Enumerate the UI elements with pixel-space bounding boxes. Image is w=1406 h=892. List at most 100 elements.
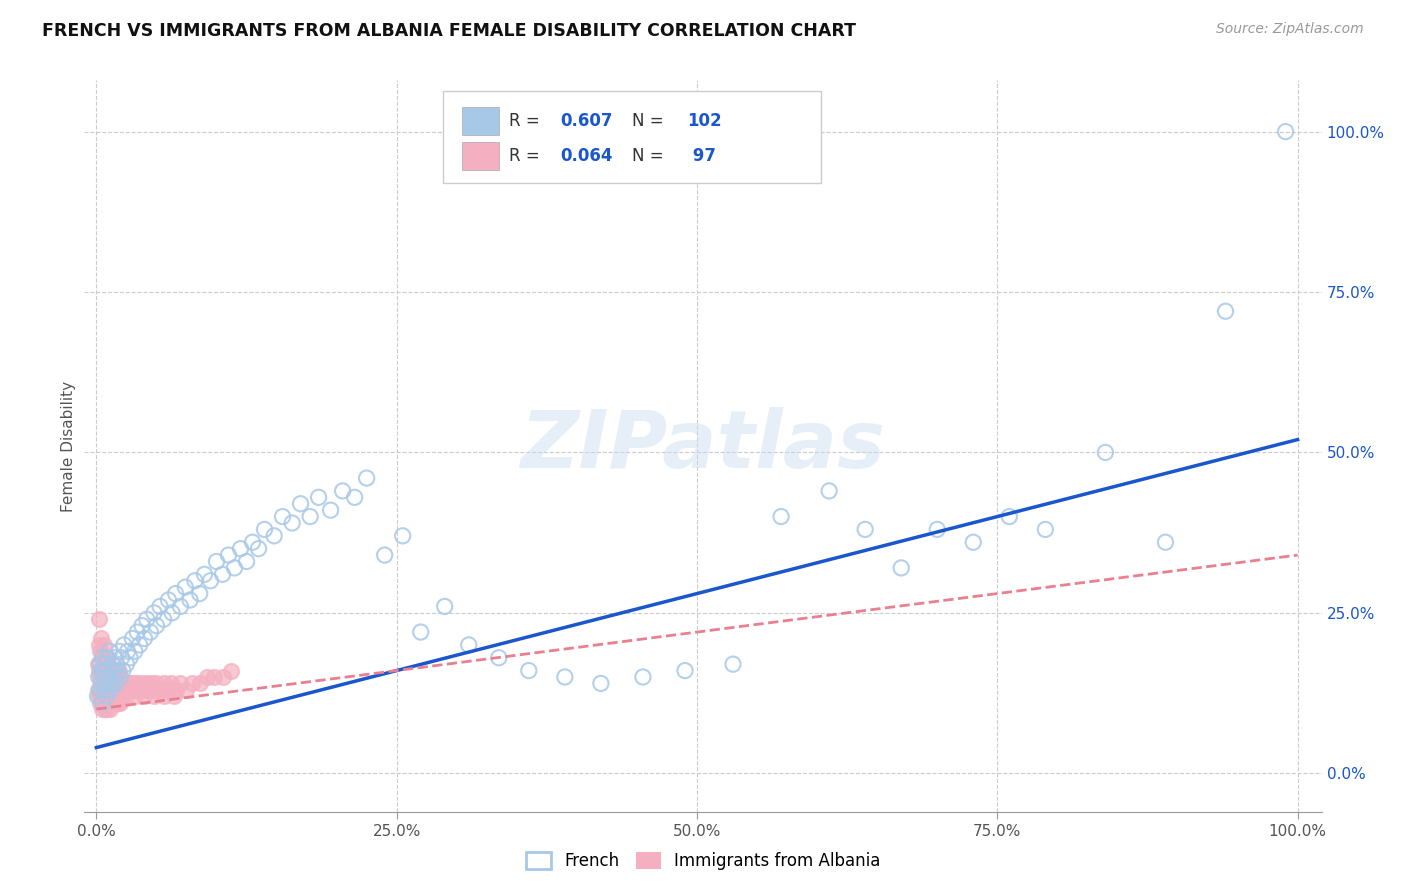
- French: [253, 523, 276, 537]
- French: [90, 676, 112, 690]
- Immigrants from Albania: [90, 664, 112, 678]
- French: [457, 638, 479, 652]
- French: [98, 670, 121, 684]
- Text: N =: N =: [633, 112, 669, 130]
- French: [111, 664, 134, 678]
- Immigrants from Albania: [124, 690, 146, 704]
- Immigrants from Albania: [110, 690, 132, 704]
- French: [205, 554, 228, 568]
- Immigrants from Albania: [94, 657, 117, 672]
- French: [165, 586, 187, 600]
- Immigrants from Albania: [135, 676, 157, 690]
- Immigrants from Albania: [104, 696, 127, 710]
- Immigrants from Albania: [97, 650, 120, 665]
- Text: R =: R =: [509, 147, 544, 165]
- French: [200, 574, 222, 588]
- Immigrants from Albania: [87, 664, 110, 678]
- French: [108, 644, 131, 658]
- French: [105, 657, 128, 672]
- French: [121, 632, 143, 646]
- Immigrants from Albania: [107, 696, 129, 710]
- French: [271, 509, 294, 524]
- Text: FRENCH VS IMMIGRANTS FROM ALBANIA FEMALE DISABILITY CORRELATION CHART: FRENCH VS IMMIGRANTS FROM ALBANIA FEMALE…: [42, 22, 856, 40]
- French: [145, 618, 167, 632]
- Immigrants from Albania: [90, 690, 112, 704]
- Immigrants from Albania: [103, 696, 125, 710]
- Immigrants from Albania: [108, 664, 131, 678]
- Immigrants from Albania: [138, 682, 160, 697]
- Text: 102: 102: [688, 112, 721, 130]
- French: [927, 523, 949, 537]
- FancyBboxPatch shape: [443, 91, 821, 183]
- French: [87, 670, 110, 684]
- Immigrants from Albania: [86, 682, 108, 697]
- French: [998, 509, 1021, 524]
- French: [94, 676, 117, 690]
- French: [517, 664, 540, 678]
- French: [89, 682, 111, 697]
- Immigrants from Albania: [100, 670, 122, 684]
- French: [818, 483, 841, 498]
- Immigrants from Albania: [89, 696, 111, 710]
- French: [135, 612, 157, 626]
- Immigrants from Albania: [120, 676, 142, 690]
- Immigrants from Albania: [110, 676, 132, 690]
- French: [101, 676, 124, 690]
- Immigrants from Albania: [111, 682, 134, 697]
- Immigrants from Albania: [152, 676, 174, 690]
- Immigrants from Albania: [93, 696, 115, 710]
- French: [299, 509, 322, 524]
- French: [128, 638, 150, 652]
- Immigrants from Albania: [156, 682, 179, 697]
- Immigrants from Albania: [165, 682, 187, 697]
- French: [1033, 523, 1056, 537]
- Immigrants from Albania: [121, 682, 143, 697]
- French: [374, 548, 396, 562]
- Legend: French, Immigrants from Albania: French, Immigrants from Albania: [519, 845, 887, 877]
- French: [94, 690, 117, 704]
- French: [131, 618, 153, 632]
- French: [104, 676, 127, 690]
- Immigrants from Albania: [112, 676, 135, 690]
- French: [1094, 445, 1116, 459]
- French: [554, 670, 576, 684]
- Immigrants from Albania: [176, 682, 198, 697]
- Immigrants from Albania: [110, 690, 132, 704]
- French: [103, 670, 125, 684]
- Immigrants from Albania: [202, 670, 225, 684]
- Immigrants from Albania: [128, 682, 150, 697]
- Immigrants from Albania: [105, 664, 128, 678]
- Immigrants from Albania: [93, 670, 115, 684]
- French: [721, 657, 744, 672]
- French: [308, 491, 330, 505]
- Immigrants from Albania: [143, 690, 166, 704]
- French: [93, 682, 115, 697]
- French: [218, 548, 240, 562]
- Immigrants from Albania: [103, 664, 125, 678]
- Immigrants from Albania: [134, 690, 156, 704]
- Text: ZIPatlas: ZIPatlas: [520, 407, 886, 485]
- Immigrants from Albania: [128, 682, 150, 697]
- French: [143, 606, 166, 620]
- Immigrants from Albania: [105, 690, 128, 704]
- Text: Source: ZipAtlas.com: Source: ZipAtlas.com: [1216, 22, 1364, 37]
- French: [86, 690, 108, 704]
- Immigrants from Albania: [110, 696, 132, 710]
- Immigrants from Albania: [141, 676, 163, 690]
- Immigrants from Albania: [87, 690, 110, 704]
- French: [433, 599, 456, 614]
- Immigrants from Albania: [195, 670, 218, 684]
- French: [149, 599, 172, 614]
- Bar: [461, 107, 499, 136]
- Immigrants from Albania: [97, 676, 120, 690]
- Immigrants from Albania: [211, 670, 233, 684]
- Immigrants from Albania: [93, 638, 115, 652]
- Immigrants from Albania: [114, 682, 136, 697]
- French: [242, 535, 264, 549]
- Text: N =: N =: [633, 147, 669, 165]
- French: [343, 491, 366, 505]
- Immigrants from Albania: [122, 676, 145, 690]
- French: [110, 650, 132, 665]
- French: [94, 670, 117, 684]
- French: [103, 650, 125, 665]
